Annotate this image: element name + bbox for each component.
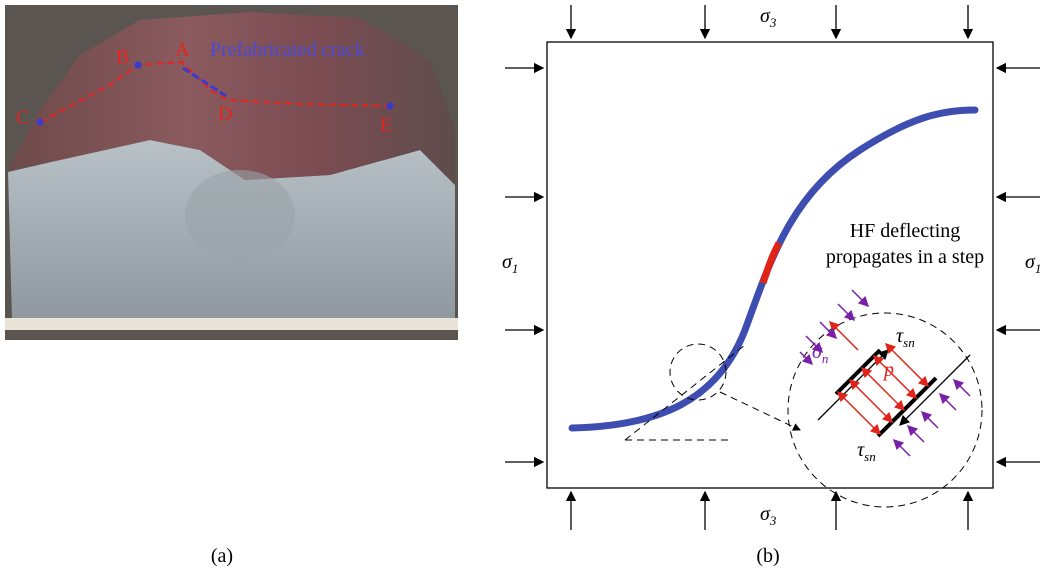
point-label: B	[116, 46, 129, 68]
stress-label: τsn	[896, 325, 915, 350]
caption: (b)	[756, 545, 779, 567]
stress-detail	[800, 290, 970, 476]
stress-label: τsn	[857, 439, 876, 464]
figure: C B A D E Prefabricated crack (a) σ3 σ3 …	[0, 0, 1061, 572]
stress-label: σ3	[760, 5, 777, 30]
fracture-path	[572, 110, 975, 428]
annotation: propagates in a step	[826, 246, 984, 268]
crack-label: Prefabricated crack	[210, 39, 365, 61]
annotation: HF deflecting	[850, 220, 961, 242]
point-label: D	[218, 103, 232, 125]
point-label: C	[16, 107, 29, 129]
point-label: A	[175, 39, 190, 61]
point-label: E	[380, 114, 392, 136]
pressure-label: p	[882, 359, 894, 381]
stress-label: σ3	[760, 503, 777, 528]
step-segment	[763, 243, 779, 283]
stress-label: σ1	[1025, 251, 1041, 276]
caption: (a)	[211, 545, 233, 567]
stress-label: σ1	[502, 251, 518, 276]
dashed-guides	[625, 313, 982, 507]
stress-label: σn	[812, 341, 828, 366]
